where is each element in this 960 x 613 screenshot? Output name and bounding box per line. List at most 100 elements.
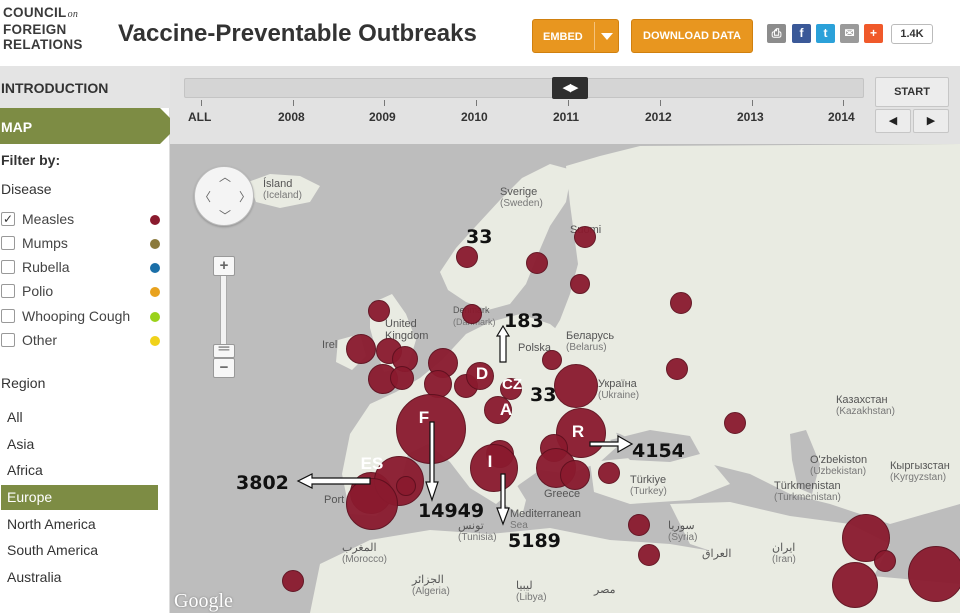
timeline-year-all[interactable]: ALL (188, 110, 212, 124)
legend-dot (150, 239, 160, 249)
place-label: Greece (544, 488, 581, 500)
outbreak-bubble[interactable] (670, 292, 692, 314)
outbreak-bubble[interactable] (282, 570, 304, 592)
checkbox[interactable] (1, 236, 15, 250)
region-item-australia[interactable]: Australia (7, 569, 62, 585)
region-item-africa[interactable]: Africa (7, 462, 43, 478)
outbreak-bubble[interactable] (526, 252, 548, 274)
outbreak-bubble[interactable] (500, 378, 522, 400)
timeline-year-2010[interactable]: 2010 (461, 110, 488, 124)
disease-filter-polio[interactable]: Polio (1, 282, 166, 302)
facebook-icon[interactable]: f (792, 24, 811, 43)
disease-label: Polio (22, 283, 54, 299)
chevron-down-icon[interactable] (601, 33, 613, 40)
zoom-slider-thumb[interactable]: ═ (213, 341, 235, 358)
timeline-year-2012[interactable]: 2012 (645, 110, 672, 124)
timeline-slider-track[interactable] (184, 78, 864, 98)
outbreak-bubble[interactable] (628, 514, 650, 536)
legend-dot (150, 336, 160, 346)
nav-introduction[interactable]: INTRODUCTION (0, 66, 170, 108)
nav-map[interactable]: MAP (0, 108, 180, 144)
download-data-button[interactable]: DOWNLOAD DATA (631, 19, 753, 53)
zoom-out-button[interactable]: − (213, 358, 235, 378)
twitter-icon[interactable]: t (816, 24, 835, 43)
email-icon[interactable]: ✉ (840, 24, 859, 43)
outbreak-bubble[interactable] (598, 462, 620, 484)
outbreak-bubble[interactable] (456, 246, 478, 268)
outbreak-bubble[interactable] (462, 304, 482, 324)
page-title: Vaccine-Preventable Outbreaks (118, 20, 477, 47)
outbreak-bubble[interactable] (560, 460, 590, 490)
timeline-tick (843, 100, 844, 106)
pan-down-icon[interactable]: ﹀ (219, 209, 232, 223)
disease-filter-other[interactable]: Other (1, 331, 166, 351)
cfr-logo[interactable]: COUNCILon FOREIGN RELATIONS (3, 5, 83, 52)
disease-filter-whooping-cough[interactable]: Whooping Cough (1, 307, 166, 327)
outbreak-bubble[interactable] (390, 366, 414, 390)
outbreak-bubble[interactable] (908, 546, 960, 602)
outbreak-bubble[interactable] (396, 476, 416, 496)
timeline-year-2009[interactable]: 2009 (369, 110, 396, 124)
next-year-button[interactable]: ▶ (913, 109, 949, 133)
legend-dot (150, 287, 160, 297)
outbreak-bubble[interactable] (470, 444, 518, 492)
outbreak-bubble[interactable] (466, 362, 494, 390)
outbreak-bubble[interactable] (724, 412, 746, 434)
start-button[interactable]: START (875, 77, 949, 107)
outbreak-bubble[interactable] (346, 334, 376, 364)
outbreak-bubble[interactable] (428, 348, 458, 378)
timeline-year-2013[interactable]: 2013 (737, 110, 764, 124)
place-label: ایران (Iran) (772, 542, 796, 565)
region-item-north-america[interactable]: North America (7, 516, 96, 532)
prev-year-button[interactable]: ◀ (875, 109, 911, 133)
region-item-asia[interactable]: Asia (7, 436, 35, 452)
outbreak-bubble[interactable] (346, 478, 398, 530)
timeline-slider-handle[interactable]: ◀▶ (552, 77, 588, 99)
outbreak-bubble[interactable] (874, 550, 896, 572)
region-item-south-america[interactable]: South America (7, 542, 99, 558)
embed-button[interactable]: EMBED (532, 19, 619, 53)
addthis-plus-icon[interactable]: + (864, 24, 883, 43)
outbreak-bubble[interactable] (666, 358, 688, 380)
region-item-all[interactable]: All (7, 409, 23, 425)
checkbox[interactable] (1, 333, 15, 347)
outbreak-bubble[interactable] (368, 300, 390, 322)
share-count-badge: 1.4K (891, 24, 933, 44)
pan-up-icon[interactable]: ︿ (219, 170, 232, 184)
timeline-tick (752, 100, 753, 106)
disease-filter-mumps[interactable]: Mumps (1, 234, 166, 254)
print-icon[interactable]: ⎙ (767, 24, 786, 43)
disease-filter-rubella[interactable]: Rubella (1, 258, 166, 278)
disease-label: Whooping Cough (22, 308, 131, 324)
place-label: المغرب (Morocco) (342, 542, 388, 565)
pan-right-icon[interactable]: 〉 (239, 190, 252, 204)
outbreak-bubble[interactable] (832, 562, 878, 608)
pan-left-icon[interactable]: 〈 (199, 190, 212, 204)
outbreak-bubble[interactable] (542, 350, 562, 370)
disease-filter-measles[interactable]: ✓ Measles (1, 210, 166, 230)
place-label: Irel (322, 339, 338, 351)
timeline-year-2011[interactable]: 2011 (553, 110, 580, 124)
zoom-in-button[interactable]: + (213, 256, 235, 276)
annotation-value: 5189 (508, 530, 561, 552)
outbreak-bubble[interactable] (554, 364, 598, 408)
outbreak-bubble[interactable] (574, 226, 596, 248)
checkbox[interactable] (1, 309, 15, 323)
pan-control[interactable]: ︿ ﹀ 〈 〉 (194, 166, 254, 226)
region-item-europe[interactable]: Europe (1, 485, 158, 510)
timeline-year-2008[interactable]: 2008 (278, 110, 305, 124)
place-label: ليبيا (Libya) (516, 580, 547, 603)
checkbox[interactable]: ✓ (1, 212, 15, 226)
checkbox[interactable] (1, 284, 15, 298)
outbreak-bubble[interactable] (638, 544, 660, 566)
timeline-year-2014[interactable]: 2014 (828, 110, 855, 124)
place-label: Ísland (Iceland) (263, 178, 302, 201)
google-attribution-logo[interactable]: Google (174, 590, 233, 612)
outbreak-bubble[interactable] (484, 396, 512, 424)
outbreak-bubble[interactable] (424, 370, 452, 398)
outbreak-bubble[interactable] (570, 274, 590, 294)
outbreak-map[interactable]: Ísland(Iceland) Sverige(Sweden) Suomi Un… (170, 144, 960, 613)
timeline-tick (660, 100, 661, 106)
checkbox[interactable] (1, 260, 15, 274)
